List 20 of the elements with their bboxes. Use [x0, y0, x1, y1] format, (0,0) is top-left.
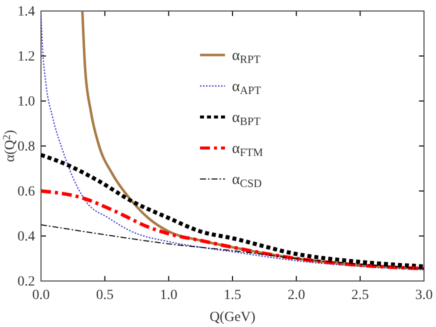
y-tick-label: 0.2: [18, 274, 35, 290]
x-tick-label: 0.5: [96, 288, 114, 303]
y-tick-label: 0.4: [18, 229, 35, 244]
y-tick-label: 1.2: [18, 49, 35, 64]
y-tick-label: 0.8: [18, 139, 35, 154]
x-tick-label: 1.5: [224, 288, 242, 303]
legend-label: α$_{APT}$: [232, 79, 262, 97]
y-tick-label: 1.4: [18, 4, 35, 20]
legend-label: α$_{CSD}$: [232, 172, 262, 190]
legend-label: α$_{BPT}$: [232, 110, 261, 128]
legend-label: α$_{RPT}$: [232, 48, 261, 66]
x-tick-label: 0.0: [32, 288, 50, 303]
x-tick-label: 3.0: [415, 288, 433, 303]
y-tick-label: 1.0: [18, 94, 35, 110]
x-axis-title: Q(GeV): [210, 310, 256, 325]
x-tick-label: 2.5: [351, 288, 369, 303]
x-tick-label: 1.0: [160, 288, 178, 303]
legend-label: α$_{FTM}$: [232, 141, 263, 159]
x-tick-label: 2.0: [288, 288, 306, 303]
y-tick-label: 0.6: [18, 184, 35, 200]
